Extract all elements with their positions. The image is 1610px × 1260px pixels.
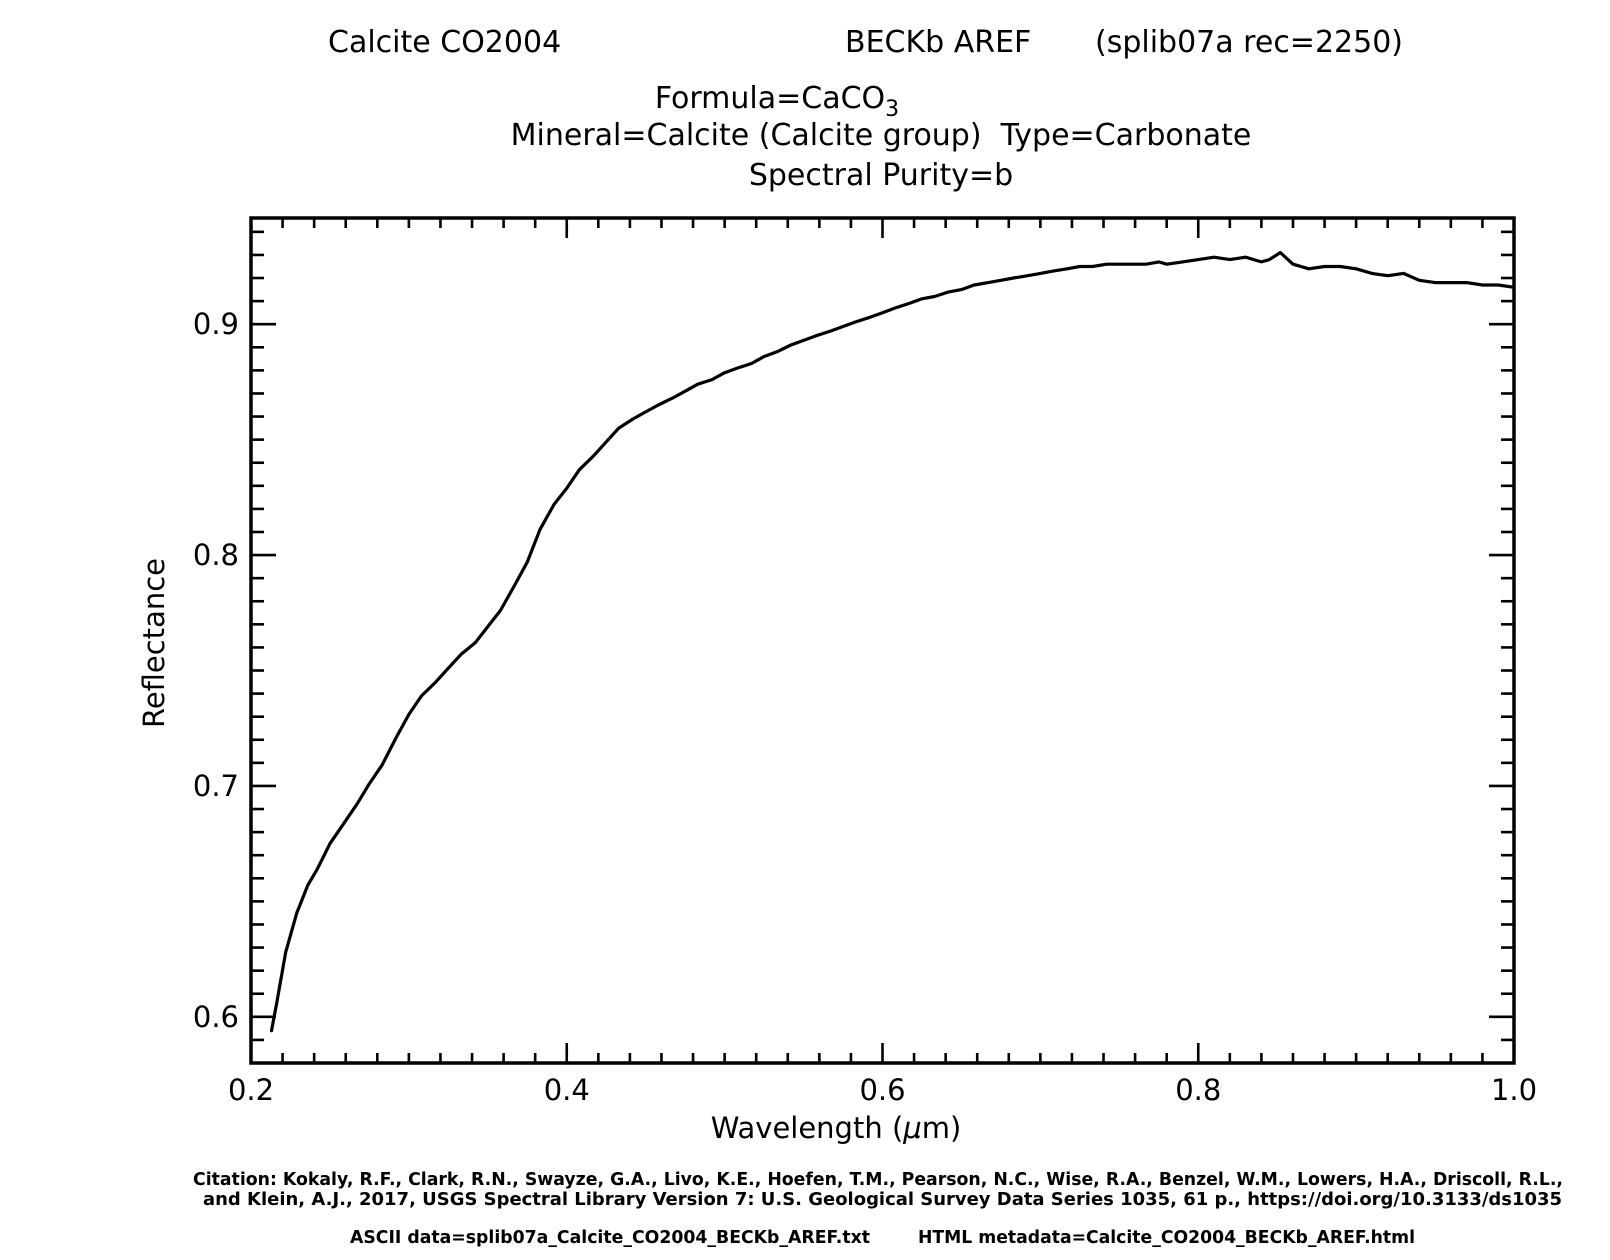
ascii-data-filename: ASCII data=splib07a_Calcite_CO2004_BECKb… bbox=[350, 1227, 870, 1248]
y-axis-title: Reflectance bbox=[137, 558, 171, 728]
axis-ticks bbox=[249, 218, 1516, 1063]
citation-line-2: and Klein, A.J., 2017, USGS Spectral Lib… bbox=[203, 1189, 1562, 1210]
spectrometer-label: BECKb AREF bbox=[845, 25, 1031, 60]
x-tick-label: 0.6 bbox=[859, 1073, 905, 1107]
citation-line-1: Citation: Kokaly, R.F., Clark, R.N., Swa… bbox=[193, 1169, 1563, 1190]
sample-name: Calcite CO2004 bbox=[328, 25, 561, 60]
plot-frame bbox=[249, 216, 1516, 1065]
tick-labels: 0.2 0.4 0.6 0.8 1.0 0.6 0.7 0.8 0.9 bbox=[193, 307, 1537, 1107]
x-tick-label: 1.0 bbox=[1491, 1073, 1537, 1107]
formula-line: Formula=CaCO3 bbox=[655, 81, 899, 122]
formula-subscript: 3 bbox=[885, 97, 899, 122]
x-axis-title: Wavelength (μm) bbox=[711, 1111, 962, 1145]
y-tick-label: 0.7 bbox=[193, 769, 239, 803]
html-metadata-filename: HTML metadata=Calcite_CO2004_BECKb_AREF.… bbox=[918, 1227, 1415, 1248]
x-tick-label: 0.2 bbox=[228, 1073, 274, 1107]
x-tick-label: 0.8 bbox=[1175, 1073, 1221, 1107]
y-tick-label: 0.9 bbox=[193, 307, 239, 341]
x-axis-title-prefix: Wavelength ( bbox=[711, 1111, 904, 1145]
y-tick-label: 0.6 bbox=[193, 1000, 239, 1034]
mineral-line: Mineral=Calcite (Calcite group) Type=Car… bbox=[511, 118, 1252, 153]
x-axis-title-suffix: m) bbox=[922, 1111, 962, 1145]
x-tick-label: 0.4 bbox=[544, 1073, 590, 1107]
formula-text: Formula=CaCO bbox=[655, 81, 885, 116]
record-label: (splib07a rec=2250) bbox=[1095, 25, 1403, 60]
x-axis-title-mu: μ bbox=[902, 1111, 921, 1145]
reflectance-line bbox=[269, 251, 1516, 1033]
purity-line: Spectral Purity=b bbox=[749, 158, 1013, 193]
y-tick-label: 0.8 bbox=[193, 538, 239, 572]
